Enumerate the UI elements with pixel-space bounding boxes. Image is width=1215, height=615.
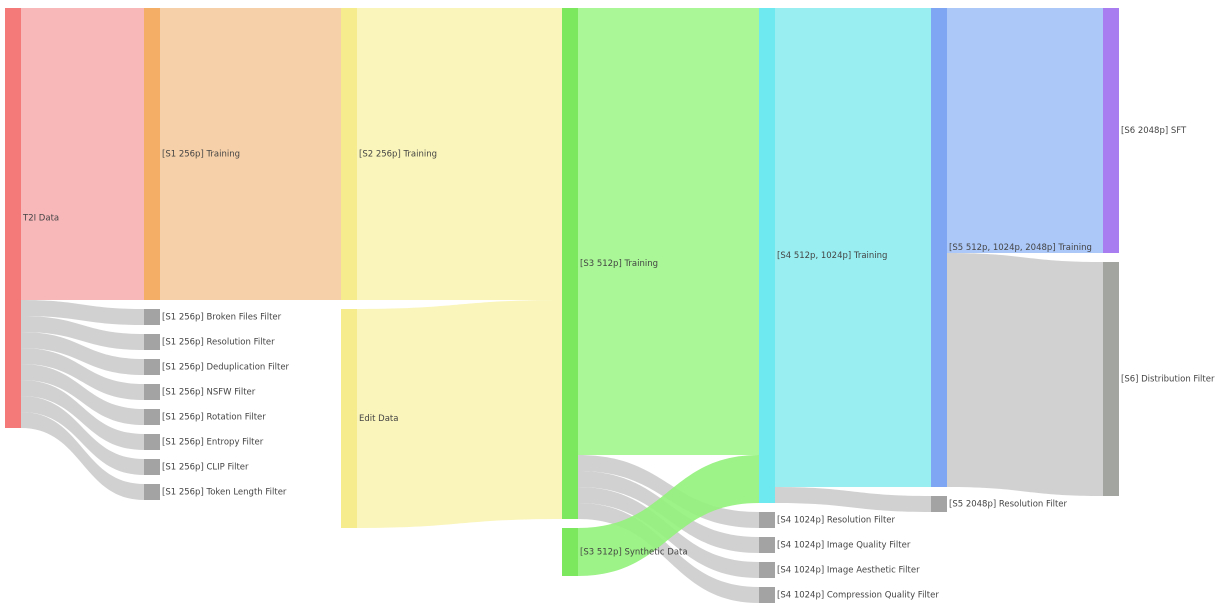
- node-label: Edit Data: [359, 414, 398, 424]
- node-label: T2I Data: [22, 214, 59, 224]
- node-label: [S1 256p] Broken Files Filter: [162, 313, 282, 323]
- node: [759, 562, 775, 578]
- link: [21, 300, 144, 325]
- link: [160, 8, 341, 300]
- link: [21, 332, 144, 375]
- node: [759, 8, 775, 503]
- link: [21, 412, 144, 500]
- node: [562, 528, 578, 576]
- node-label: [S5 512p, 1024p, 2048p] Training: [949, 243, 1092, 253]
- node-label: [S3 512p] Training: [580, 259, 658, 269]
- node-label: [S1 256p] Token Length Filter: [162, 488, 287, 498]
- node: [1103, 262, 1119, 496]
- node: [144, 459, 160, 475]
- link: [775, 487, 931, 512]
- node: [341, 8, 357, 300]
- node-label: [S1 256p] NSFW Filter: [162, 388, 256, 398]
- node-label: [S1 256p] CLIP Filter: [162, 463, 249, 473]
- link: [21, 8, 144, 300]
- link: [21, 364, 144, 425]
- node: [759, 512, 775, 528]
- link: [357, 8, 562, 300]
- node-label: [S1 256p] Deduplication Filter: [162, 363, 290, 373]
- node: [759, 537, 775, 553]
- node: [144, 484, 160, 500]
- node-label: [S4 1024p] Image Aesthetic Filter: [777, 566, 920, 576]
- links: [21, 8, 1103, 603]
- link: [947, 8, 1103, 253]
- node: [144, 359, 160, 375]
- node-label: [S6 2048p] SFT: [1121, 126, 1187, 136]
- node: [341, 309, 357, 528]
- node-label: [S1 256p] Resolution Filter: [162, 338, 275, 348]
- nodes: T2I Data [S1 256p] Training [S1 256p] Brok…: [5, 8, 1215, 603]
- link: [578, 455, 759, 576]
- node: [931, 496, 947, 512]
- link: [21, 348, 144, 400]
- link: [21, 396, 144, 475]
- node: [144, 409, 160, 425]
- node: [144, 309, 160, 325]
- node: [144, 384, 160, 400]
- node-label: [S3 512p] Synthetic Data: [580, 548, 688, 558]
- link: [578, 8, 759, 455]
- link: [947, 253, 1103, 496]
- link: [21, 380, 144, 450]
- node: [144, 334, 160, 350]
- node-label: [S4 512p, 1024p] Training: [777, 251, 887, 261]
- link: [578, 503, 759, 603]
- node: [759, 587, 775, 603]
- node: [931, 8, 947, 487]
- node-label: [S1 256p] Training: [162, 150, 240, 160]
- node-label: [S1 256p] Rotation Filter: [162, 413, 266, 423]
- node-label: [S5 2048p] Resolution Filter: [949, 500, 1068, 510]
- node-label: [S2 256p] Training: [359, 150, 437, 160]
- link: [21, 316, 144, 350]
- link: [357, 300, 562, 528]
- link: [775, 8, 931, 487]
- node-label: [S4 1024p] Compression Quality Filter: [777, 591, 939, 601]
- node-label: [S1 256p] Entropy Filter: [162, 438, 264, 448]
- node: [1103, 8, 1119, 253]
- node: [144, 8, 160, 300]
- node: [5, 8, 21, 428]
- node-label: [S4 1024p] Resolution Filter: [777, 516, 896, 526]
- node-label: [S6] Distribution Filter: [1121, 375, 1215, 385]
- node: [144, 434, 160, 450]
- node-label: [S4 1024p] Image Quality Filter: [777, 541, 911, 551]
- node: [562, 8, 578, 519]
